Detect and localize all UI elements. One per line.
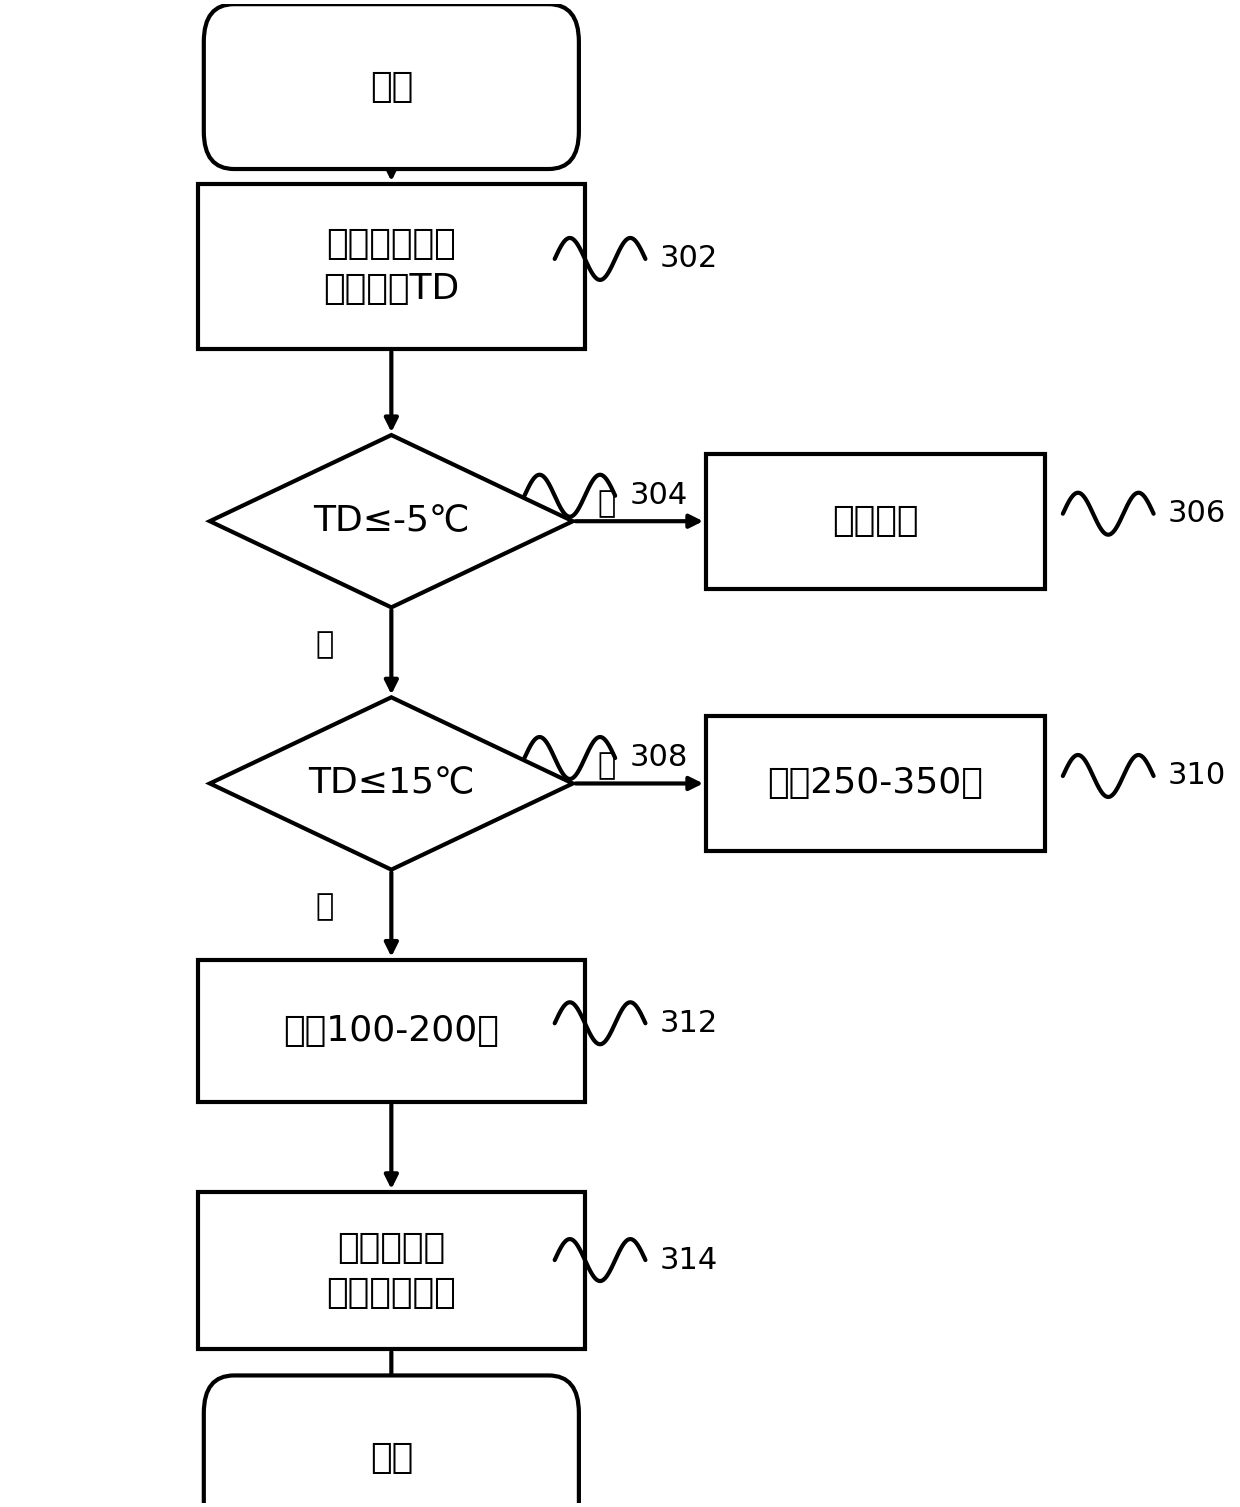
Text: 否: 否 — [316, 630, 334, 660]
Bar — [197, 960, 585, 1102]
Bar — [706, 454, 1045, 589]
FancyBboxPatch shape — [203, 5, 579, 169]
Polygon shape — [210, 436, 573, 607]
Text: 完全打开: 完全打开 — [832, 505, 919, 538]
Text: 是: 是 — [596, 488, 615, 518]
Text: 否: 否 — [316, 892, 334, 922]
Polygon shape — [210, 698, 573, 870]
Text: 打开100-200步: 打开100-200步 — [284, 1014, 500, 1047]
Text: 302: 302 — [660, 244, 718, 273]
Bar — [197, 184, 585, 348]
Text: 314: 314 — [660, 1246, 718, 1275]
Text: 310: 310 — [1168, 761, 1226, 791]
Text: 开始: 开始 — [370, 69, 413, 104]
Text: 收到关机指
令，完全打开: 收到关机指 令，完全打开 — [326, 1231, 456, 1310]
Bar — [706, 716, 1045, 851]
Text: 结束: 结束 — [370, 1441, 413, 1475]
Text: TD≤15℃: TD≤15℃ — [308, 767, 475, 800]
FancyBboxPatch shape — [203, 1376, 579, 1507]
Text: 308: 308 — [630, 743, 688, 773]
Text: TD≤-5℃: TD≤-5℃ — [312, 505, 470, 538]
Text: 312: 312 — [660, 1008, 718, 1038]
Text: 打开250-350步: 打开250-350步 — [768, 767, 983, 800]
Text: 304: 304 — [630, 481, 688, 511]
Text: 检测压缩机的
底部温度TD: 检测压缩机的 底部温度TD — [324, 228, 460, 306]
Text: 306: 306 — [1168, 499, 1226, 529]
Bar — [197, 1192, 585, 1349]
Text: 是: 是 — [596, 750, 615, 781]
